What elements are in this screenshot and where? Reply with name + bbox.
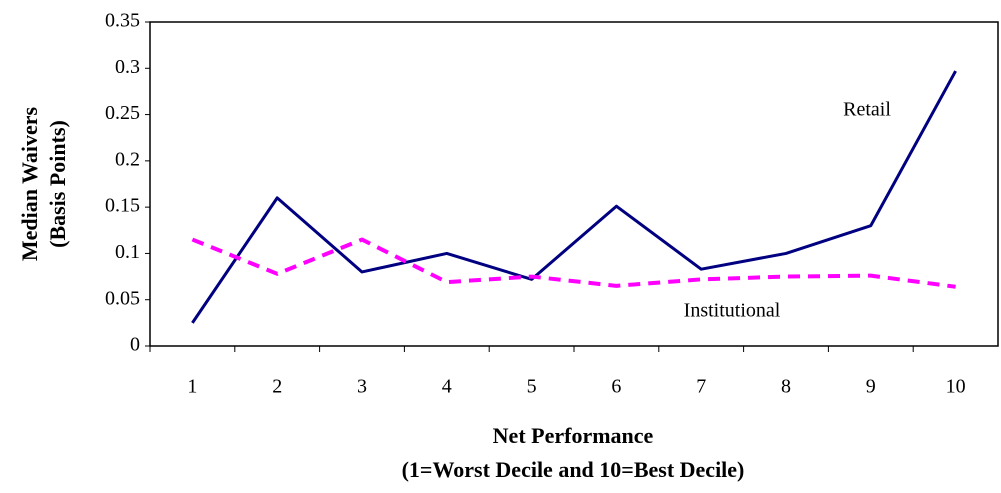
x-tick-label: 4 [442, 376, 452, 398]
y-tick-label: 0.25 [105, 102, 140, 124]
series-annotation: Institutional [684, 300, 781, 322]
x-tick-label: 7 [696, 376, 706, 398]
y-tick-label: 0.15 [105, 195, 140, 217]
y-tick-label: 0.3 [115, 56, 140, 78]
y-axis-label: (Basis Points) [45, 120, 70, 248]
x-tick-label: 1 [187, 376, 197, 398]
x-tick-label: 10 [946, 376, 966, 398]
y-tick-label: 0 [130, 334, 140, 356]
y-tick-label: 0.35 [105, 10, 140, 32]
series-annotation: Retail [843, 99, 891, 121]
series-line [191, 70, 957, 324]
series-line [191, 237, 956, 289]
y-axis-label: Median Waivers [17, 106, 42, 261]
x-tick-label: 2 [272, 376, 282, 398]
x-tick-label: 9 [866, 376, 876, 398]
x-axis-label: Net Performance [493, 423, 654, 448]
x-tick-label: 5 [527, 376, 537, 398]
y-tick-label: 0.1 [115, 241, 140, 263]
x-tick-label: 3 [357, 376, 367, 398]
y-tick-label: 0.2 [115, 148, 140, 170]
x-tick-label: 8 [781, 376, 791, 398]
y-tick-label: 0.05 [105, 287, 140, 309]
plot-frame [149, 21, 999, 347]
x-tick-label: 6 [611, 376, 621, 398]
x-axis-label: (1=Worst Decile and 10=Best Decile) [402, 457, 745, 482]
